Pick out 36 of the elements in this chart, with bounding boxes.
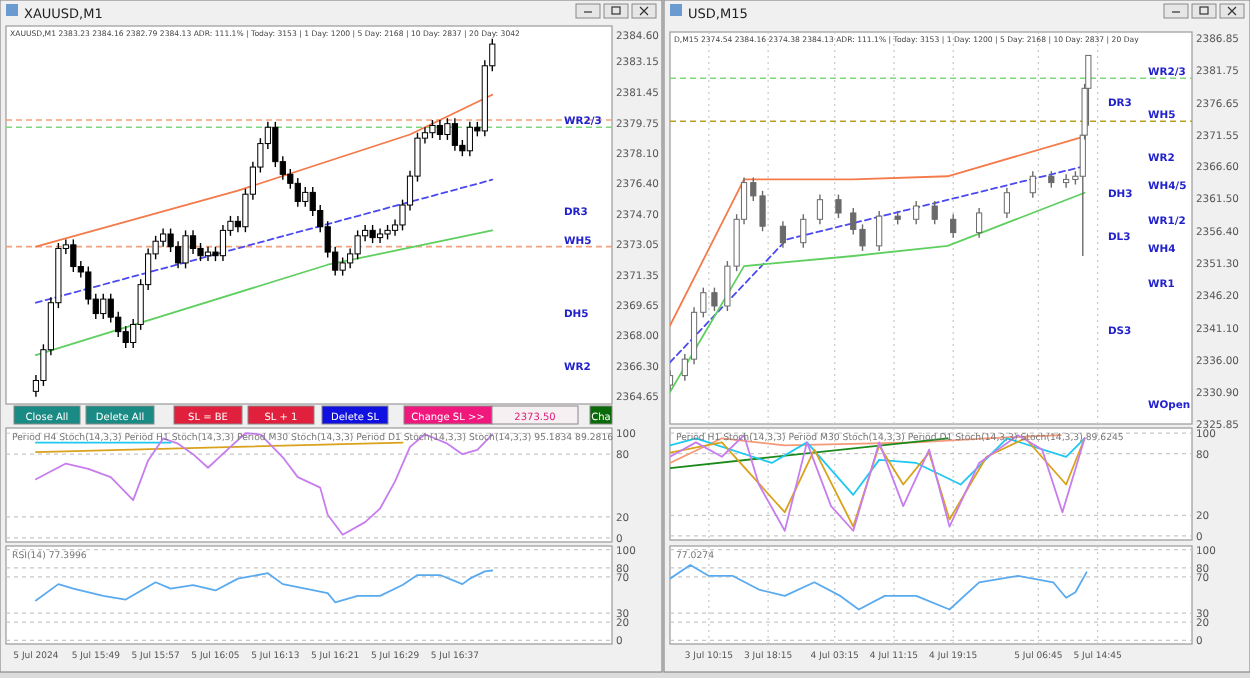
candlestick xyxy=(976,207,983,239)
candlestick xyxy=(1003,186,1010,219)
candlestick xyxy=(219,224,227,262)
candlestick xyxy=(376,227,384,244)
candlestick xyxy=(294,177,301,208)
candlestick xyxy=(100,292,107,320)
candlestick xyxy=(107,292,114,324)
candlestick xyxy=(451,117,458,152)
candlestick xyxy=(876,210,883,252)
candlestick xyxy=(429,119,436,139)
candlestick xyxy=(70,238,77,273)
candlestick xyxy=(835,193,842,219)
candlestick xyxy=(302,186,309,208)
candlestick xyxy=(931,200,938,226)
candlestick xyxy=(711,286,718,312)
candlestick xyxy=(779,220,787,249)
line-series xyxy=(35,93,494,248)
candlestick xyxy=(816,193,824,226)
candlestick xyxy=(174,240,182,270)
candlestick xyxy=(204,245,212,262)
candlestick xyxy=(369,224,376,244)
candlestick xyxy=(182,229,189,270)
candlestick xyxy=(436,119,444,141)
line-series xyxy=(670,564,1088,611)
candlestick xyxy=(160,227,167,248)
candlestick xyxy=(1029,170,1036,199)
candlestick xyxy=(444,117,451,141)
candlestick xyxy=(913,200,920,226)
line-series xyxy=(670,191,1086,393)
candlestick xyxy=(800,213,807,249)
line-series xyxy=(670,437,1086,496)
candlestick xyxy=(466,121,473,157)
line-series xyxy=(35,569,494,604)
candlestick xyxy=(354,229,361,261)
candlestick xyxy=(339,256,346,277)
candlestick xyxy=(950,213,957,239)
